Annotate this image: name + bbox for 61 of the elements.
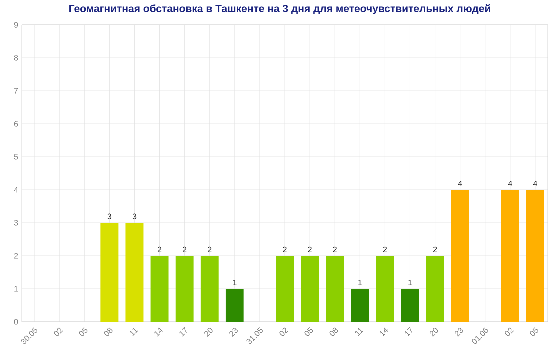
data-label: 2 (333, 246, 337, 252)
data-label: 2 (208, 246, 212, 252)
data-label: 2 (158, 246, 162, 252)
x-tick-label: 14 (154, 328, 163, 337)
x-tick-label: 20 (430, 328, 438, 337)
x-tick-label: 17 (405, 327, 413, 337)
x-tick-label: 02 (505, 328, 514, 336)
x-tick-label: 11 (130, 328, 138, 336)
x-tick-label: 20 (204, 328, 213, 337)
bar (226, 288, 244, 322)
data-label: 2 (308, 246, 312, 252)
x-tick-label: 02 (54, 328, 64, 336)
data-label: 3 (132, 214, 137, 220)
x-tick-label: 17 (180, 327, 188, 337)
bar (401, 288, 420, 322)
bar (276, 256, 294, 322)
x-tick-label: 08 (330, 328, 338, 336)
bar (326, 256, 344, 322)
bar (501, 190, 520, 322)
x-tick-label: 05 (79, 328, 88, 336)
x-tick-label: 08 (104, 328, 113, 336)
bar (426, 256, 444, 322)
y-tick-label: 5 (14, 154, 18, 160)
data-label: 1 (358, 280, 362, 286)
data-label: 4 (533, 180, 538, 186)
bar (200, 256, 219, 322)
x-tick-label: 14 (380, 328, 388, 337)
bar (376, 256, 394, 322)
bar (126, 222, 144, 322)
x-tick-label: 23 (230, 328, 238, 337)
data-label: 3 (108, 214, 112, 220)
x-tick-label: 02 (280, 328, 289, 336)
bar (351, 288, 370, 322)
data-label: 2 (183, 246, 187, 252)
y-tick-label: 0 (14, 319, 18, 325)
data-label: 1 (233, 280, 237, 286)
data-label: 4 (458, 180, 462, 186)
x-tick-label: 05 (304, 328, 314, 336)
bar (526, 190, 544, 322)
bar (100, 222, 119, 322)
y-tick-label: 7 (14, 88, 18, 94)
x-tick-label: 05 (530, 328, 539, 336)
y-tick-label: 6 (14, 121, 18, 127)
data-label: 2 (283, 246, 287, 252)
data-label: 1 (408, 280, 412, 286)
data-label: 4 (508, 180, 512, 186)
chart-title: Геомагнитная обстановка в Ташкенте на 3 дня для метеочувствительных людей (70, 4, 490, 15)
y-tick-label: 8 (14, 55, 18, 61)
bar (451, 190, 470, 322)
y-tick-label: 9 (14, 22, 18, 28)
y-tick-label: 3 (14, 220, 18, 226)
data-label: 2 (433, 246, 438, 252)
data-label: 2 (383, 246, 388, 252)
x-tick-label: 11 (355, 328, 364, 336)
bar (150, 256, 169, 322)
x-tick-label: 23 (455, 328, 464, 337)
y-tick-label: 4 (14, 187, 18, 193)
y-tick-label: 1 (14, 286, 18, 292)
y-tick-label: 2 (14, 253, 18, 259)
bar (301, 256, 320, 322)
bar (176, 256, 194, 322)
